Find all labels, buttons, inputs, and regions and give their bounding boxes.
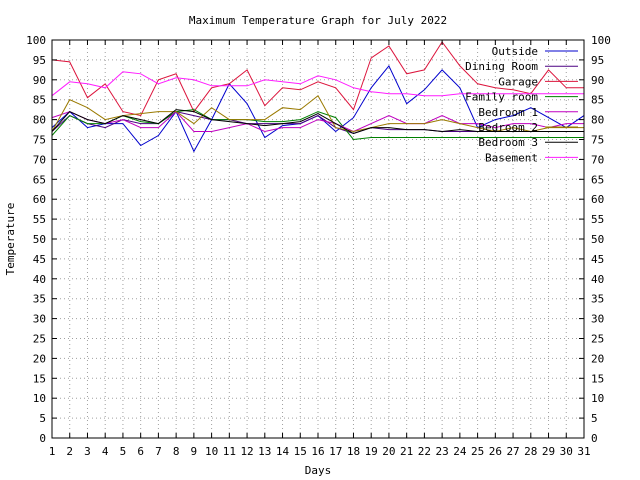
x-tick-label: 4 (102, 445, 109, 458)
y-tick-label-right: 70 (591, 153, 604, 166)
y-tick-label-right: 55 (591, 213, 604, 226)
y-tick-label-right: 0 (591, 432, 598, 445)
y-tick-label-right: 15 (591, 372, 604, 385)
x-tick-label: 21 (400, 445, 413, 458)
y-tick-label: 20 (33, 352, 46, 365)
legend: Outside Dining Room Garage Family room Bedro… (465, 45, 578, 164)
y-tick-label-right: 80 (591, 114, 604, 127)
y-tick-label: 85 (33, 94, 46, 107)
x-tick-label: 11 (223, 445, 236, 458)
y-tick-label: 15 (33, 372, 46, 385)
y-tick-label-right: 90 (591, 74, 604, 87)
y-tick-label: 25 (33, 333, 46, 346)
y-tick-label: 100 (26, 34, 46, 47)
y-tick-label-right: 35 (591, 293, 604, 306)
x-axis-label: Days (305, 464, 332, 477)
x-tick-label: 31 (577, 445, 590, 458)
x-tick-label: 29 (542, 445, 555, 458)
y-tick-label: 80 (33, 114, 46, 127)
y-tick-label: 50 (33, 233, 46, 246)
y-tick-label: 10 (33, 392, 46, 405)
x-tick-label: 3 (84, 445, 91, 458)
y-tick-label-right: 20 (591, 352, 604, 365)
x-tick-label: 24 (453, 445, 467, 458)
x-tick-label: 6 (137, 445, 144, 458)
series-line-bedroom-3 (51, 109, 584, 135)
x-tick-label: 17 (329, 445, 342, 458)
y-tick-label-right: 25 (591, 333, 604, 346)
y-tick-label: 65 (33, 173, 46, 186)
y-tick-label-right: 95 (591, 54, 604, 67)
chart-title: Maximum Temperature Graph for July 2022 (189, 14, 447, 27)
series-line-basement (51, 71, 584, 97)
y-tick-label-right: 10 (591, 392, 604, 405)
x-tick-label: 14 (276, 445, 290, 458)
legend-label-bedroom-2: Bedroom 2 (478, 121, 538, 134)
y-axis-label: Temperature (4, 203, 17, 276)
series-lines (51, 41, 585, 153)
series-line-garage (51, 41, 584, 117)
x-tick-label: 19 (365, 445, 378, 458)
x-tick-label: 10 (205, 445, 218, 458)
legend-label-garage: Garage (498, 75, 538, 88)
x-tick-label: 15 (294, 445, 307, 458)
y-tick-label-right: 40 (591, 273, 604, 286)
legend-label-dining-room: Dining Room (465, 60, 538, 73)
x-tick-label: 23 (436, 445, 449, 458)
y-tick-label-right: 85 (591, 94, 604, 107)
x-tick-label: 12 (240, 445, 253, 458)
series-line-bedroom-1 (51, 110, 584, 133)
y-tick-label: 35 (33, 293, 46, 306)
y-tick-label-right: 45 (591, 253, 604, 266)
y-tick-label: 40 (33, 273, 46, 286)
y-tick-label: 45 (33, 253, 46, 266)
y-tick-label: 60 (33, 193, 46, 206)
y-tick-label-right: 100 (591, 34, 611, 47)
y-tick-label: 30 (33, 313, 46, 326)
x-tick-label: 5 (120, 445, 127, 458)
legend-label-bedroom-3: Bedroom 3 (478, 136, 538, 149)
y-tick-label-right: 50 (591, 233, 604, 246)
x-tick-label: 2 (66, 445, 73, 458)
y-tick-label-right: 75 (591, 134, 604, 147)
y-tick-label: 55 (33, 213, 46, 226)
y-tick-label: 90 (33, 74, 46, 87)
x-tick-label: 13 (258, 445, 271, 458)
x-tick-label: 7 (155, 445, 162, 458)
y-tick-label: 75 (33, 134, 46, 147)
x-tick-label: 8 (173, 445, 180, 458)
y-tick-label-right: 65 (591, 173, 604, 186)
x-tick-label: 18 (347, 445, 360, 458)
y-tick-label-right: 5 (591, 412, 598, 425)
y-tick-label: 95 (33, 54, 46, 67)
y-tick-label: 0 (39, 432, 46, 445)
x-tick-label: 22 (418, 445, 431, 458)
legend-label-bedroom-1: Bedroom 1 (478, 106, 538, 119)
series-line-family-room (51, 109, 584, 141)
x-tick-label: 25 (471, 445, 484, 458)
x-tick-label: 16 (311, 445, 324, 458)
y-tick-label-right: 30 (591, 313, 604, 326)
legend-label-outside: Outside (492, 45, 538, 58)
y-tick-label: 5 (39, 412, 46, 425)
x-tick-label: 27 (506, 445, 519, 458)
y-tick-label: 70 (33, 153, 46, 166)
x-tick-label: 28 (524, 445, 537, 458)
x-tick-label: 30 (560, 445, 573, 458)
x-tick-label: 20 (382, 445, 395, 458)
x-tick-label: 1 (49, 445, 56, 458)
legend-label-family-room: Family room (465, 91, 538, 104)
y-tick-label-right: 60 (591, 193, 604, 206)
x-tick-label: 9 (191, 445, 198, 458)
legend-label-basement: Basement (485, 151, 538, 164)
x-tick-label: 26 (489, 445, 502, 458)
axis-ticks (51, 39, 585, 439)
